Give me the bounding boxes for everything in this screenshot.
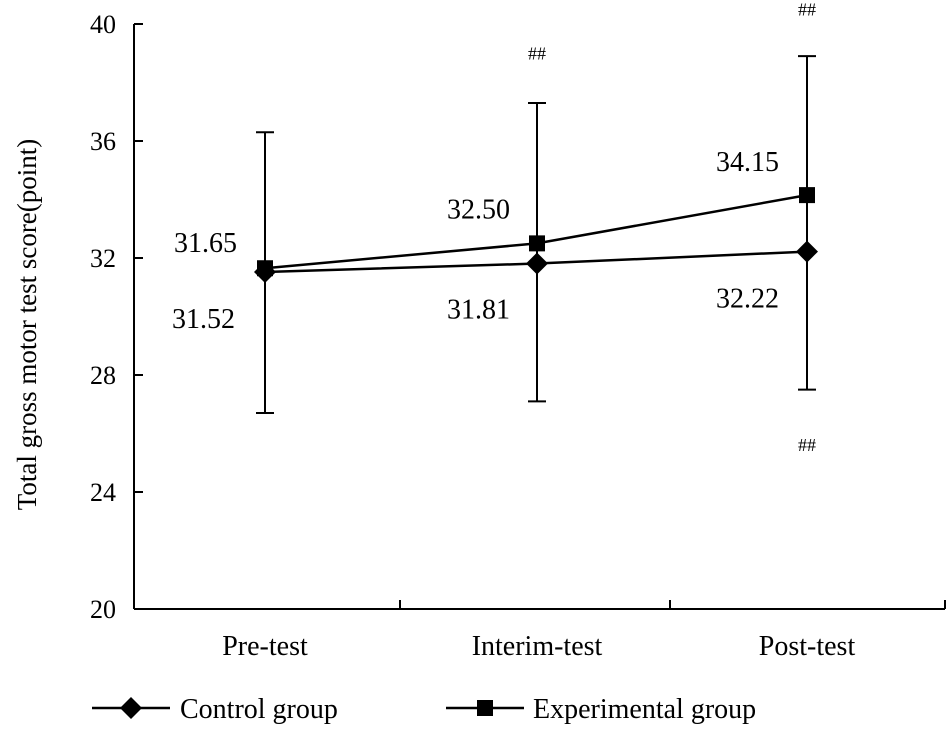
x-tick-label: Post-test [759,631,856,662]
data-point-experimental [529,235,545,252]
y-tick-label: 40 [90,10,116,39]
y-tick-label: 32 [90,244,116,273]
data-point-control [796,240,818,263]
data-label-control: 31.52 [172,304,235,335]
data-labels: 31.52 31.81 32.22 31.65 32.50 34.15 ## ## ## [172,0,816,455]
data-label-control: 32.22 [716,284,779,315]
y-axis-label: Total gross motor test score(point) [12,139,42,511]
data-point-experimental [257,260,273,277]
data-label-experimental: 31.65 [174,228,237,259]
data-point-control [526,252,548,275]
y-tick-label: 36 [90,127,116,156]
x-tick-label: Interim-test [472,631,603,662]
y-tick-label: 24 [90,478,116,507]
legend-marker-experimental [477,700,493,716]
significance-marker: ## [528,43,546,63]
y-tick-label: 28 [90,361,116,390]
axes: 20 24 28 32 36 40 Pre-test Interim-test Post-tes… [12,10,946,662]
y-tick-label: 20 [90,595,116,624]
data-point-experimental [799,187,815,204]
x-tick-label: Pre-test [222,631,308,662]
legend-label-control: Control group [180,694,338,725]
series-lines [254,187,818,284]
error-bars [256,55,816,415]
data-label-experimental: 34.15 [716,147,779,178]
data-label-experimental: 32.50 [447,194,510,225]
data-label-control: 31.81 [447,295,510,326]
legend-marker-control [120,697,142,719]
significance-marker: ## [798,435,816,455]
legend-label-experimental: Experimental group [533,694,756,725]
legend: Control group Experimental group [92,694,756,725]
significance-marker: ## [798,0,816,19]
